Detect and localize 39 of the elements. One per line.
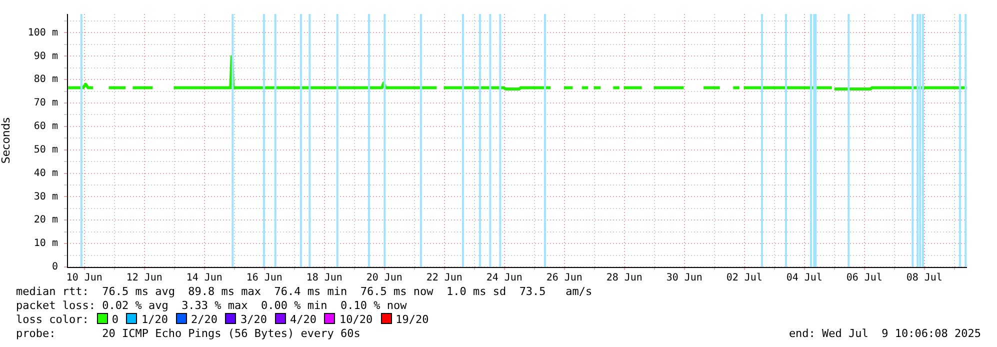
y-tick-label: 40 m: [34, 168, 58, 179]
text: median rtt: 76.5 ms avg 89.8 ms max 76.4 ms min 76.5 ms now 1.0 ms sd 73.5 am/s: [16, 285, 592, 298]
x-tick-label: 24 Jun: [486, 272, 522, 284]
x-tick-label: 30 Jun: [666, 272, 702, 284]
text: 1/20: [141, 313, 168, 326]
text: probe: 20 ICMP Echo Pings (56 Bytes) every 60s: [16, 327, 360, 340]
y-tick-label: 60 m: [34, 121, 58, 132]
y-tick-label: 100 m: [28, 27, 58, 38]
text: 19/20: [396, 313, 429, 326]
x-tick-label: 20 Jun: [366, 272, 402, 284]
text: packet loss: 0.02 % avg 3.33 % max 0.00 % min 0.10 % now: [16, 299, 407, 312]
text: 0: [112, 313, 118, 326]
y-tick-label: 80 m: [34, 74, 58, 86]
x-tick-label: 28 Jun: [606, 272, 642, 284]
y-axis-title: Seconds: [0, 117, 12, 164]
x-tick-label: 14 Jun: [186, 272, 222, 284]
y-tick-label: 0: [52, 262, 58, 273]
y-tick-label: 90 m: [34, 50, 58, 62]
x-tick-label: 22 Jun: [426, 272, 462, 284]
y-tick-label: 70 m: [34, 98, 58, 109]
x-tick-label: 08 Jul: [906, 272, 942, 284]
text: 2/20: [190, 313, 218, 326]
text: 10/20: [339, 313, 373, 326]
x-tick-label: 16 Jun: [246, 272, 282, 284]
y-tick-label: 10 m: [34, 238, 58, 250]
text: 3/20: [240, 313, 267, 326]
text: loss color:: [16, 313, 89, 326]
x-tick-label: 04 Jul: [786, 272, 822, 284]
x-tick-label: 26 Jun: [546, 272, 582, 284]
y-tick-label: 30 m: [34, 191, 58, 202]
text: 4/20: [290, 313, 316, 326]
x-tick-label: 12 Jun: [126, 272, 162, 284]
x-tick-label: 10 Jun: [66, 272, 102, 284]
text: end: Wed Jul 9 10:06:08 2025: [788, 327, 981, 340]
x-tick-label: 18 Jun: [306, 272, 342, 284]
x-tick-label: 02 Jul: [726, 272, 762, 284]
x-tick-label: 06 Jul: [846, 272, 882, 284]
y-tick-label: 20 m: [34, 214, 58, 226]
y-tick-label: 50 m: [34, 144, 58, 156]
